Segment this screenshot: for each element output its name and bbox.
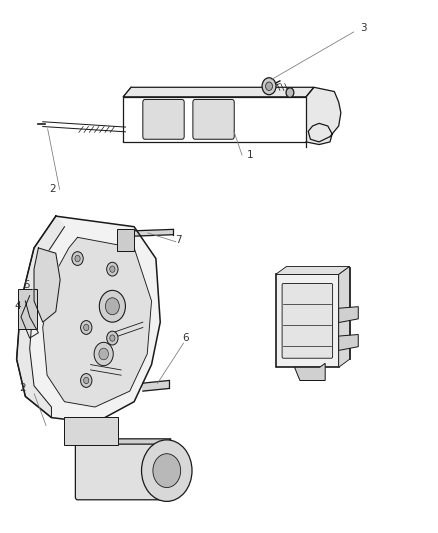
Polygon shape [34, 248, 60, 322]
Circle shape [262, 78, 276, 95]
FancyBboxPatch shape [75, 441, 167, 500]
FancyBboxPatch shape [18, 289, 37, 328]
Circle shape [99, 348, 109, 360]
Text: 3: 3 [360, 22, 367, 33]
Text: 6: 6 [182, 333, 189, 343]
Polygon shape [339, 306, 358, 322]
Circle shape [265, 82, 272, 91]
FancyBboxPatch shape [193, 100, 234, 139]
Circle shape [84, 324, 89, 330]
Text: 7: 7 [176, 235, 182, 245]
Polygon shape [294, 364, 325, 381]
Circle shape [72, 252, 83, 265]
Circle shape [94, 342, 113, 366]
Circle shape [81, 374, 92, 387]
Polygon shape [306, 87, 341, 144]
Polygon shape [43, 237, 152, 407]
Polygon shape [286, 266, 350, 359]
Text: 4: 4 [14, 301, 21, 311]
Polygon shape [143, 381, 169, 391]
Circle shape [107, 331, 118, 345]
FancyBboxPatch shape [143, 100, 184, 139]
Polygon shape [123, 97, 306, 142]
FancyBboxPatch shape [117, 229, 134, 251]
FancyBboxPatch shape [64, 417, 117, 445]
Text: 1: 1 [247, 150, 254, 160]
Polygon shape [130, 229, 173, 236]
Polygon shape [17, 216, 160, 423]
Polygon shape [78, 439, 171, 444]
Polygon shape [339, 266, 350, 367]
Text: 2: 2 [49, 184, 56, 194]
Polygon shape [17, 216, 64, 418]
FancyBboxPatch shape [276, 274, 339, 367]
FancyBboxPatch shape [282, 284, 332, 358]
Circle shape [81, 320, 92, 334]
Circle shape [141, 440, 192, 502]
Polygon shape [276, 266, 350, 274]
Polygon shape [339, 335, 358, 350]
Circle shape [286, 88, 294, 98]
Circle shape [84, 377, 89, 384]
Circle shape [110, 335, 115, 341]
Circle shape [106, 298, 119, 315]
Circle shape [99, 290, 125, 322]
Circle shape [153, 454, 180, 488]
Polygon shape [123, 87, 314, 97]
Circle shape [110, 266, 115, 272]
Circle shape [75, 255, 80, 262]
Circle shape [107, 262, 118, 276]
Text: 2: 2 [19, 383, 25, 393]
Text: 5: 5 [23, 280, 30, 290]
